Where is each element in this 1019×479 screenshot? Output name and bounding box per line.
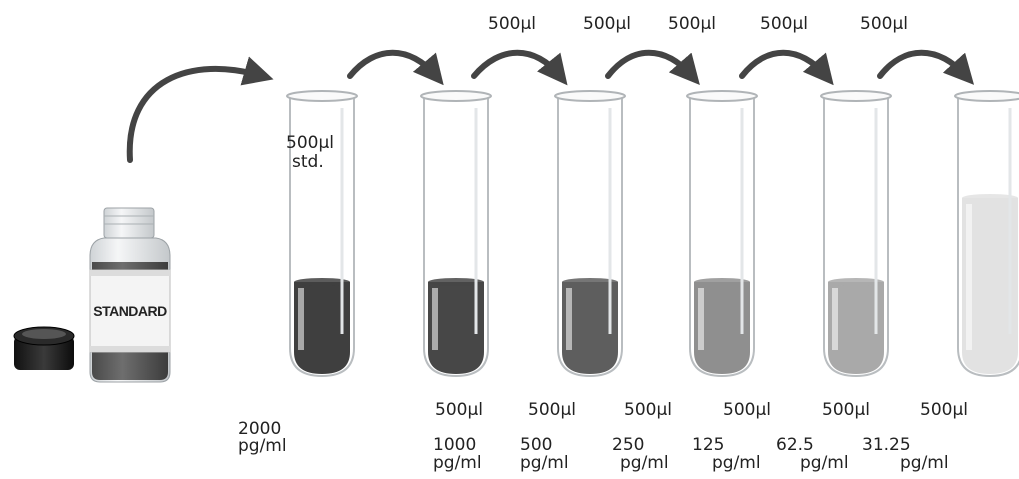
concentration-unit: pg/ml bbox=[620, 453, 669, 473]
test-tube bbox=[820, 90, 892, 378]
standard-bottle bbox=[89, 207, 171, 383]
transfer-arrows bbox=[126, 49, 975, 163]
concentration-value: 125 bbox=[692, 435, 725, 455]
tube-liquid bbox=[294, 282, 350, 374]
diluent-label: 500µl bbox=[435, 400, 483, 420]
liquid-highlight bbox=[566, 288, 572, 350]
tube-rim bbox=[820, 90, 892, 102]
liquid-surface bbox=[562, 278, 618, 286]
tube-liquid bbox=[562, 282, 618, 374]
tube-rim bbox=[554, 90, 626, 102]
tube-rim bbox=[954, 90, 1019, 102]
tube-rim bbox=[420, 90, 492, 102]
arrow-tube3-to-tube4 bbox=[605, 49, 700, 86]
tube-glass bbox=[689, 96, 755, 378]
diluent-label: 500µl bbox=[822, 400, 870, 420]
transfer-label: 500µl bbox=[860, 14, 908, 34]
tube-liquid bbox=[962, 198, 1018, 374]
liquid-highlight bbox=[698, 288, 704, 350]
arrow-bottle-to-tube1 bbox=[126, 56, 274, 163]
concentration-unit: pg/ml bbox=[433, 453, 482, 473]
concentration-value: 62.5 bbox=[776, 435, 814, 455]
diluent-label: 500µl bbox=[920, 400, 968, 420]
test-tube bbox=[954, 90, 1019, 378]
tube-glass bbox=[823, 96, 889, 378]
first-tube-std-label: std. bbox=[292, 152, 324, 172]
tube-liquid bbox=[694, 282, 750, 374]
concentration-unit: pg/ml bbox=[800, 453, 849, 473]
concentration-value: 31.25 bbox=[862, 435, 911, 455]
concentration-value: 500 bbox=[520, 435, 553, 455]
liquid-highlight bbox=[298, 288, 304, 350]
arrow-tube2-to-tube3 bbox=[471, 49, 568, 86]
concentration-unit: pg/ml bbox=[900, 453, 949, 473]
tubes-group bbox=[286, 90, 1019, 378]
arrow-tube1-to-tube2 bbox=[347, 49, 444, 86]
test-tube bbox=[686, 90, 758, 378]
diluent-label: 500µl bbox=[723, 400, 771, 420]
test-tube bbox=[286, 90, 358, 378]
liquid-surface bbox=[962, 194, 1018, 202]
first-tube-volume-label: 500µl bbox=[286, 133, 334, 153]
arrow-tube4-to-tube5 bbox=[739, 49, 834, 86]
liquid-surface bbox=[694, 278, 750, 286]
bottle-cap bbox=[13, 326, 75, 370]
tube-rim bbox=[286, 90, 358, 102]
liquid-highlight bbox=[966, 204, 972, 350]
transfer-label: 500µl bbox=[760, 14, 808, 34]
transfer-label: 500µl bbox=[668, 14, 716, 34]
liquid-highlight bbox=[432, 288, 438, 350]
concentration-unit: pg/ml bbox=[238, 436, 287, 456]
tube-rim bbox=[686, 90, 758, 102]
concentration-unit: pg/ml bbox=[520, 453, 569, 473]
liquid-surface bbox=[828, 278, 884, 286]
bottle-label: STANDARD bbox=[93, 303, 167, 319]
diluent-label: 500µl bbox=[528, 400, 576, 420]
tube-liquid bbox=[828, 282, 884, 374]
test-tube bbox=[554, 90, 626, 378]
tube-liquid bbox=[428, 282, 484, 374]
concentration-value: 250 bbox=[612, 435, 645, 455]
tube-glass bbox=[423, 96, 489, 378]
arrow-tube5-to-tube6 bbox=[877, 49, 975, 85]
tube-glass bbox=[289, 96, 355, 378]
liquid-surface bbox=[428, 278, 484, 286]
diluent-label: 500µl bbox=[624, 400, 672, 420]
transfer-label: 500µl bbox=[583, 14, 631, 34]
tube-glass bbox=[557, 96, 623, 378]
concentration-value: 1000 bbox=[433, 435, 477, 455]
tube-glass bbox=[957, 96, 1019, 378]
concentration-value: 2000 bbox=[238, 419, 282, 439]
transfer-label: 500µl bbox=[488, 14, 536, 34]
liquid-highlight bbox=[832, 288, 838, 350]
liquid-surface bbox=[294, 278, 350, 286]
concentration-unit: pg/ml bbox=[712, 453, 761, 473]
test-tube bbox=[420, 90, 492, 378]
